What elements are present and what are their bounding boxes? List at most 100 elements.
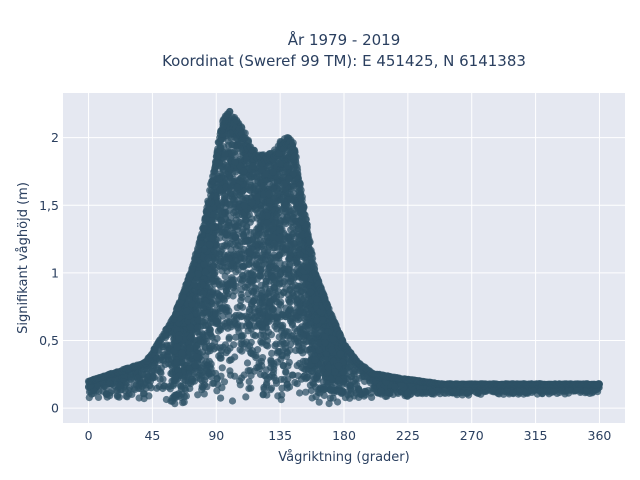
data-point	[218, 210, 226, 218]
data-point	[293, 290, 301, 298]
data-point	[190, 377, 199, 385]
data-point	[257, 265, 265, 274]
data-point	[209, 277, 217, 285]
data-point	[245, 378, 253, 386]
data-point	[224, 324, 232, 332]
data-point	[213, 297, 222, 305]
data-point	[273, 178, 281, 186]
data-point	[232, 168, 240, 176]
data-point	[335, 388, 343, 396]
data-point	[282, 285, 290, 293]
data-point	[352, 389, 360, 397]
data-point	[261, 294, 269, 302]
data-point	[218, 305, 226, 313]
data-point	[311, 356, 319, 364]
data-point	[302, 375, 310, 383]
data-point	[239, 211, 247, 219]
data-point	[301, 357, 310, 365]
data-point	[232, 233, 240, 241]
data-point	[127, 373, 136, 381]
data-point	[258, 212, 266, 220]
data-point	[225, 335, 233, 343]
data-point	[221, 272, 229, 280]
data-point	[270, 240, 278, 248]
data-point	[257, 281, 265, 289]
data-point	[318, 316, 326, 324]
data-point	[223, 240, 231, 248]
data-point	[199, 383, 207, 391]
data-point	[312, 316, 321, 325]
data-point	[283, 162, 292, 170]
data-point	[270, 195, 278, 203]
data-point	[215, 234, 224, 242]
data-point	[223, 281, 231, 289]
data-point	[102, 384, 110, 392]
data-point	[218, 364, 226, 372]
data-point	[246, 367, 254, 375]
data-point	[228, 141, 236, 149]
data-point	[186, 323, 194, 331]
data-point	[219, 312, 227, 320]
data-point	[236, 377, 244, 385]
data-point	[259, 354, 267, 362]
data-point	[366, 379, 374, 387]
data-point	[276, 159, 284, 168]
data-point	[252, 260, 260, 268]
data-point	[194, 270, 202, 278]
data-point	[266, 386, 275, 394]
data-point	[199, 304, 207, 312]
data-point	[224, 347, 232, 355]
data-point	[263, 212, 271, 220]
data-point	[258, 362, 266, 370]
data-point	[565, 386, 573, 394]
data-point	[207, 234, 215, 243]
data-point	[201, 342, 209, 350]
data-point	[212, 310, 220, 318]
data-point	[153, 384, 161, 392]
data-point	[389, 390, 397, 399]
data-point	[239, 303, 247, 311]
data-point	[273, 293, 281, 301]
data-point	[209, 379, 217, 387]
data-point	[225, 171, 233, 179]
data-point	[285, 266, 293, 274]
data-point	[292, 346, 300, 355]
data-point	[494, 389, 502, 397]
data-point	[177, 382, 185, 391]
data-point	[463, 389, 471, 398]
data-point	[154, 366, 162, 374]
data-point	[192, 294, 200, 302]
data-point	[288, 319, 296, 327]
data-point	[237, 296, 245, 305]
data-point	[217, 203, 225, 211]
data-point	[292, 297, 301, 305]
data-point	[151, 361, 159, 369]
data-point	[174, 390, 183, 398]
data-points	[84, 107, 603, 408]
data-point	[122, 379, 130, 387]
data-point	[246, 322, 254, 330]
data-point	[211, 249, 220, 257]
data-point	[207, 294, 215, 302]
data-point	[198, 377, 206, 385]
data-point	[106, 392, 114, 400]
data-point	[489, 387, 497, 395]
data-point	[397, 381, 405, 389]
data-point	[173, 359, 181, 367]
data-point	[264, 233, 272, 242]
data-point	[222, 231, 230, 239]
data-point	[232, 333, 240, 341]
data-point	[179, 399, 187, 407]
data-point	[298, 295, 306, 303]
data-point	[265, 203, 274, 211]
data-point	[263, 317, 271, 325]
data-point	[242, 393, 250, 401]
data-point	[260, 246, 268, 254]
data-point	[213, 241, 221, 249]
data-point	[225, 207, 233, 215]
data-point	[299, 349, 307, 357]
data-point	[207, 373, 215, 381]
data-point	[164, 347, 172, 355]
data-point	[294, 372, 302, 380]
